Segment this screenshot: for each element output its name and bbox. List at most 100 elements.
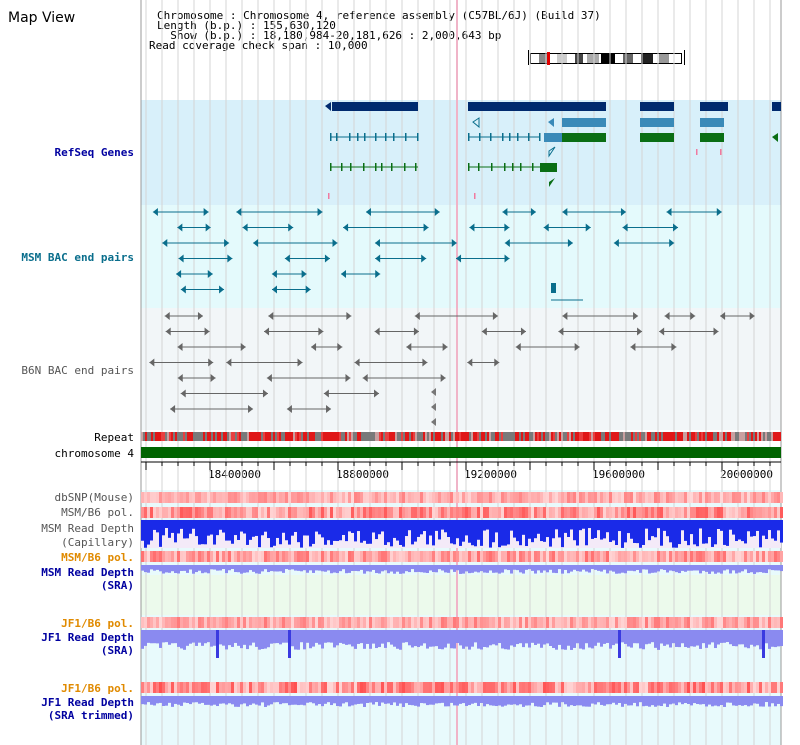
polymorphism-cell (456, 507, 459, 518)
polymorphism-cell (375, 492, 378, 503)
repeat-segment (315, 432, 317, 441)
polymorphism-cell (330, 682, 333, 693)
jf1-b6-pol-label-2: JF1/B6 pol. (61, 682, 134, 695)
read-depth-bar (741, 520, 744, 542)
polymorphism-cell (441, 551, 444, 562)
polymorphism-cell (702, 507, 705, 518)
repeat-segment (743, 432, 745, 441)
polymorphism-cell (480, 551, 483, 562)
polymorphism-cell (183, 682, 186, 693)
read-depth-bar (594, 696, 597, 705)
repeat-segment (479, 432, 481, 441)
read-depth-bar (534, 565, 537, 574)
polymorphism-cell (369, 507, 372, 518)
polymorphism-cell (366, 551, 369, 562)
polymorphism-cell (561, 682, 564, 693)
polymorphism-cell (645, 507, 648, 518)
polymorphism-cell (537, 617, 540, 628)
read-depth-bar (465, 520, 468, 536)
polymorphism-cell (495, 551, 498, 562)
read-depth-bar (714, 565, 717, 574)
polymorphism-cell (738, 507, 741, 518)
repeat-segment (593, 432, 595, 441)
polymorphism-cell (207, 551, 210, 562)
read-depth-bar (351, 520, 354, 533)
polymorphism-cell (531, 507, 534, 518)
polymorphism-cell (183, 551, 186, 562)
polymorphism-cell (279, 682, 282, 693)
read-depth-bar (780, 630, 783, 647)
read-depth-bar (648, 520, 651, 541)
polymorphism-cell (141, 617, 144, 628)
refseq-genes-label[interactable]: RefSeq Genes (54, 146, 134, 159)
read-depth-bar (600, 630, 603, 647)
read-depth-bar (597, 630, 600, 643)
read-depth-bar (570, 565, 573, 572)
read-depth-bar (768, 520, 771, 531)
read-depth-bar (369, 520, 372, 544)
read-depth-bar (492, 696, 495, 706)
read-depth-bar (471, 565, 474, 573)
polymorphism-cell (528, 551, 531, 562)
polymorphism-cell (306, 682, 309, 693)
read-depth-bar (453, 565, 456, 572)
polymorphism-cell (774, 682, 777, 693)
polymorphism-cell (228, 551, 231, 562)
read-depth-bar (321, 565, 324, 572)
read-depth-bar (486, 696, 489, 705)
polymorphism-cell (381, 507, 384, 518)
repeat-segment (215, 432, 217, 441)
polymorphism-cell (771, 507, 774, 518)
read-depth-bar (564, 696, 567, 705)
repeat-segment (303, 432, 305, 441)
polymorphism-cell (174, 682, 177, 693)
gene-block (562, 118, 606, 127)
read-depth-bar (261, 565, 264, 572)
polymorphism-cell (306, 617, 309, 628)
repeat-segment (501, 432, 503, 441)
polymorphism-cell (417, 492, 420, 503)
msm-bac-end-icon (343, 223, 349, 232)
polymorphism-cell (657, 551, 660, 562)
read-depth-bar (450, 520, 453, 544)
polymorphism-cell (597, 492, 600, 503)
repeat-segment (769, 432, 771, 441)
polymorphism-cell (537, 551, 540, 562)
read-depth-bar (438, 520, 441, 540)
repeat-segment (453, 432, 455, 441)
polymorphism-cell (288, 551, 291, 562)
read-depth-bar (420, 565, 423, 573)
polymorphism-cell (405, 551, 408, 562)
repeat-segment (561, 432, 563, 441)
polymorphism-cell (270, 492, 273, 503)
polymorphism-cell (384, 492, 387, 503)
polymorphism-cell (429, 507, 432, 518)
msm-read-depth-sra-sub-label: (SRA) (100, 579, 134, 592)
polymorphism-cell (201, 617, 204, 628)
read-depth-bar (261, 630, 264, 649)
msm-bac-label[interactable]: MSM BAC end pairs (21, 251, 134, 264)
chromosome-ideogram[interactable] (530, 52, 682, 65)
polymorphism-cell (618, 492, 621, 503)
b6n-bac-end-icon (197, 312, 203, 320)
polymorphism-cell (435, 551, 438, 562)
read-depth-bar (489, 565, 492, 571)
msm-bac-end-icon (469, 223, 475, 232)
polymorphism-cell (498, 682, 501, 693)
polymorphism-cell (285, 507, 288, 518)
msm-bac-end-icon (284, 254, 290, 263)
polymorphism-cell (270, 507, 273, 518)
polymorphism-cell (291, 551, 294, 562)
polymorphism-cell (588, 617, 591, 628)
polymorphism-cell (723, 492, 726, 503)
repeat-segment (345, 432, 347, 441)
msm-bac-end-icon (301, 270, 307, 278)
polymorphism-cell (147, 617, 150, 628)
read-depth-bar (141, 565, 144, 571)
polymorphism-cell (495, 617, 498, 628)
polymorphism-cell (198, 682, 201, 693)
b6n-bac-label[interactable]: B6N BAC end pairs (21, 364, 134, 377)
read-depth-bar (171, 565, 174, 572)
read-depth-bar (516, 520, 519, 542)
